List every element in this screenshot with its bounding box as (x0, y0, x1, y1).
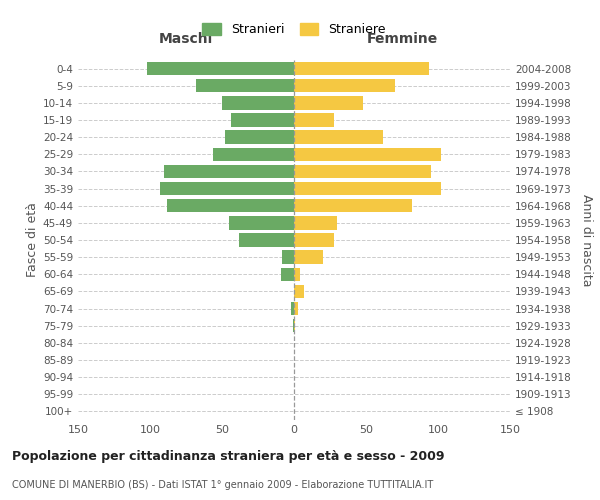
Bar (294, 234, 334, 246)
Bar (196, 79, 294, 92)
Bar (294, 199, 412, 212)
Bar (164, 164, 294, 178)
Bar (294, 268, 300, 281)
Bar (293, 319, 294, 332)
Bar (294, 182, 441, 196)
Bar (294, 79, 395, 92)
Text: COMUNE DI MANERBIO (BS) - Dati ISTAT 1° gennaio 2009 - Elaborazione TUTTITALIA.I: COMUNE DI MANERBIO (BS) - Dati ISTAT 1° … (12, 480, 433, 490)
Bar (294, 284, 304, 298)
Bar (167, 199, 294, 212)
Bar (214, 148, 294, 161)
Bar (160, 182, 294, 196)
Bar (283, 250, 294, 264)
Bar (230, 114, 294, 126)
Bar (294, 62, 430, 76)
Bar (239, 234, 294, 246)
Bar (294, 302, 298, 316)
Bar (147, 62, 294, 76)
Bar (294, 319, 295, 332)
Text: Maschi: Maschi (159, 32, 213, 46)
Bar (222, 96, 294, 110)
Bar (294, 130, 383, 144)
Text: Femmine: Femmine (367, 32, 437, 46)
Bar (281, 268, 294, 281)
Bar (294, 96, 363, 110)
Bar (294, 216, 337, 230)
Bar (294, 250, 323, 264)
Y-axis label: Fasce di età: Fasce di età (26, 202, 39, 278)
Legend: Stranieri, Straniere: Stranieri, Straniere (199, 20, 389, 40)
Bar (294, 164, 431, 178)
Bar (225, 130, 294, 144)
Y-axis label: Anni di nascita: Anni di nascita (580, 194, 593, 286)
Bar (291, 302, 294, 316)
Bar (294, 148, 441, 161)
Bar (229, 216, 294, 230)
Bar (294, 114, 334, 126)
Text: Popolazione per cittadinanza straniera per età e sesso - 2009: Popolazione per cittadinanza straniera p… (12, 450, 445, 463)
